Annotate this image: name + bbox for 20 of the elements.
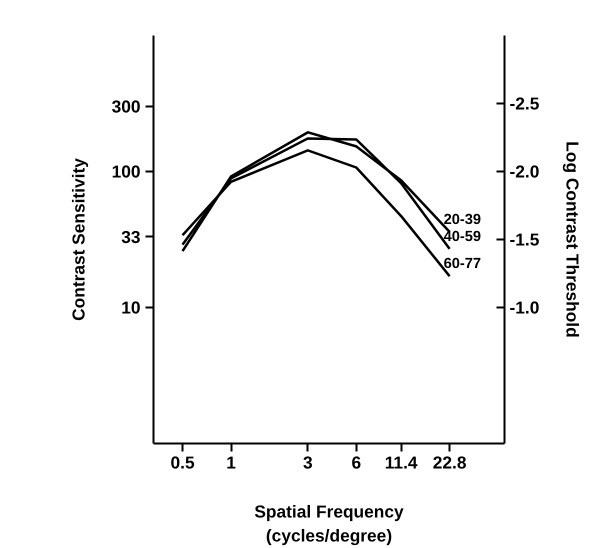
series-label: 60-77	[444, 256, 482, 272]
y-axis-title: Contrast Sensitivity	[68, 158, 89, 321]
y2-tick-label: -2.5	[510, 94, 540, 114]
y2-tick-label: -2.0	[510, 162, 540, 182]
x-axis-title: Spatial Frequency (cycles/degree)	[254, 502, 404, 546]
series-label: 20-39	[444, 212, 482, 228]
x-tick-label: 3	[302, 452, 313, 472]
x-tick-label: 1	[226, 452, 236, 472]
x-tick-label: 6	[351, 452, 362, 472]
y-tick-label: 33	[121, 226, 141, 247]
y2-tick-label: -1.0	[510, 298, 540, 318]
y2-tick-label: -1.5	[510, 230, 540, 250]
x-tick-label: 0.5	[170, 452, 195, 472]
series-label: 40-59	[444, 228, 482, 245]
x-tick-label: 11.4	[384, 452, 418, 472]
y-tick-label: 10	[121, 298, 141, 318]
y2-axis-title: Log Contrast Threshold	[562, 141, 582, 338]
y-tick-label: 300	[112, 96, 141, 117]
x-tick-label: 22.8	[432, 452, 467, 472]
y-tick-label: 100	[112, 162, 141, 182]
